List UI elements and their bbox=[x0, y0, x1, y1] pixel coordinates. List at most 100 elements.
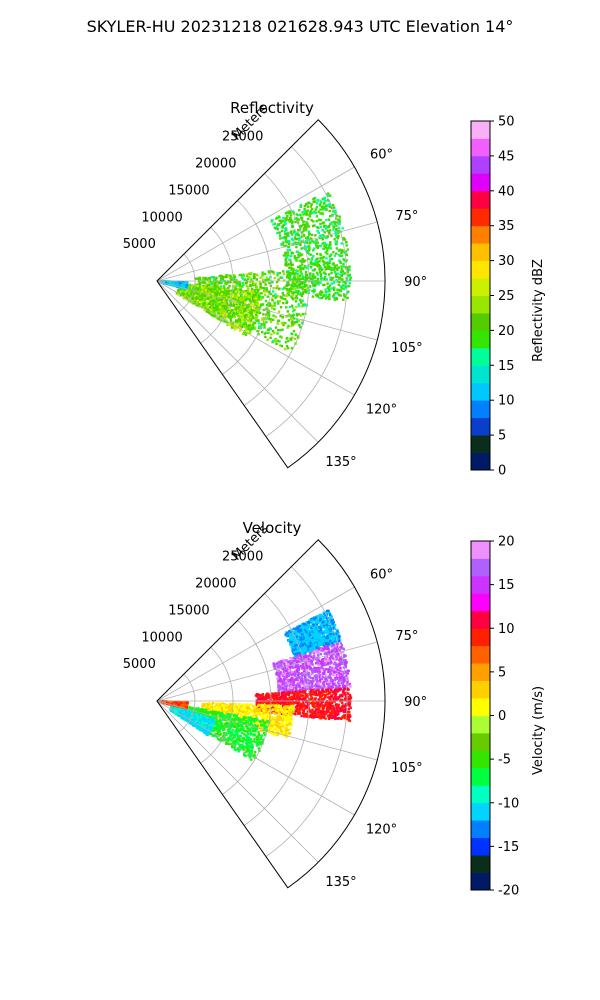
echo-gate bbox=[272, 223, 275, 226]
echo-gate bbox=[304, 675, 307, 679]
echo-gate bbox=[284, 298, 287, 301]
echo-gate bbox=[349, 278, 352, 282]
echo-gate bbox=[326, 249, 329, 252]
echo-gate bbox=[261, 303, 265, 306]
echo-gate bbox=[341, 227, 344, 230]
echo-gate bbox=[326, 634, 329, 638]
echo-gate bbox=[337, 639, 341, 642]
echo-gate bbox=[287, 212, 290, 215]
echo-gate bbox=[208, 277, 212, 280]
echo-gate bbox=[209, 288, 212, 291]
echo-gate bbox=[250, 292, 253, 295]
echo-gate bbox=[337, 234, 340, 238]
echo-gate bbox=[203, 301, 207, 305]
echo-gate bbox=[327, 621, 331, 624]
echo-gate bbox=[337, 226, 341, 230]
echo-gate bbox=[231, 326, 234, 329]
echo-gate bbox=[293, 321, 297, 324]
echo-gate bbox=[331, 637, 334, 640]
echo-gate bbox=[259, 303, 263, 306]
echo-gate bbox=[346, 267, 349, 271]
echo-gate bbox=[177, 293, 180, 296]
echo-gate bbox=[317, 627, 320, 631]
echo-gate bbox=[213, 300, 216, 304]
echo-gate bbox=[326, 194, 330, 197]
echo-gate bbox=[309, 688, 312, 691]
echo-gate bbox=[301, 626, 304, 629]
echo-gate bbox=[290, 254, 293, 258]
echo-gate bbox=[318, 614, 321, 617]
echo-gate bbox=[348, 265, 351, 268]
echo-gate bbox=[319, 208, 322, 211]
echo-gate bbox=[291, 632, 294, 636]
echo-gate bbox=[198, 296, 201, 299]
echo-gate bbox=[305, 655, 308, 658]
echo-gate bbox=[290, 317, 293, 321]
azimuth-spoke bbox=[156, 280, 319, 443]
echo-gate bbox=[234, 280, 237, 283]
colorbar-segment bbox=[471, 339, 490, 349]
echo-gate bbox=[303, 223, 306, 226]
echo-gate bbox=[220, 308, 224, 312]
echo-gate bbox=[297, 265, 300, 269]
echo-gate bbox=[302, 229, 305, 232]
echo-gate bbox=[213, 285, 216, 288]
echo-gate bbox=[185, 298, 188, 301]
echo-gate bbox=[289, 631, 293, 634]
echo-gate bbox=[320, 234, 323, 237]
echo-gate bbox=[245, 295, 248, 299]
echo-gate bbox=[296, 214, 300, 217]
echo-gate bbox=[279, 221, 283, 224]
echo-gate bbox=[293, 255, 296, 258]
echo-gate bbox=[215, 276, 218, 280]
echo-gate bbox=[324, 288, 327, 291]
echo-gate bbox=[340, 278, 343, 281]
echo-gate bbox=[229, 311, 232, 314]
echo-gate bbox=[264, 318, 267, 321]
echo-gate bbox=[319, 212, 322, 215]
echo-gate bbox=[186, 292, 189, 295]
echo-gate bbox=[338, 635, 341, 638]
echo-gate bbox=[317, 263, 320, 266]
echo-gate bbox=[319, 617, 322, 621]
echo-gate bbox=[323, 235, 326, 239]
echo-gate bbox=[340, 265, 343, 268]
echo-gate bbox=[293, 277, 297, 280]
echo-gate bbox=[337, 249, 341, 252]
echo-gate bbox=[310, 642, 313, 645]
echo-gate bbox=[323, 231, 326, 234]
echo-gate bbox=[270, 292, 273, 296]
colorbar-segment bbox=[471, 208, 490, 218]
echo-gate bbox=[217, 312, 220, 315]
echo-gate bbox=[255, 273, 258, 276]
echo-gate bbox=[297, 290, 300, 293]
echo-gate bbox=[297, 640, 300, 644]
echo-gate bbox=[329, 205, 332, 209]
echo-gate bbox=[208, 291, 212, 294]
echo-gate bbox=[290, 230, 293, 233]
echo-gate bbox=[220, 277, 223, 280]
echo-gate bbox=[248, 280, 252, 284]
echo-gate bbox=[201, 278, 205, 281]
echo-gate bbox=[301, 313, 305, 316]
echo-gate bbox=[333, 296, 336, 299]
echo-gate bbox=[332, 221, 336, 224]
echo-gate bbox=[273, 277, 276, 280]
echo-gate bbox=[319, 218, 322, 222]
echo-gate bbox=[277, 215, 281, 218]
echo-gate bbox=[245, 290, 248, 293]
echo-gate bbox=[285, 217, 288, 220]
echo-gate bbox=[311, 628, 315, 631]
echo-gate bbox=[324, 290, 327, 294]
echo-gate bbox=[243, 296, 246, 299]
echo-gate bbox=[318, 633, 322, 636]
echo-gate bbox=[206, 303, 209, 306]
echo-gate bbox=[307, 645, 310, 648]
echo-gate bbox=[262, 286, 266, 290]
echo-gate bbox=[284, 244, 288, 248]
echo-gate bbox=[218, 306, 222, 309]
echo-gate bbox=[243, 278, 247, 281]
echo-gate bbox=[260, 330, 264, 334]
echo-gate bbox=[273, 304, 276, 307]
echo-gate bbox=[342, 262, 345, 266]
